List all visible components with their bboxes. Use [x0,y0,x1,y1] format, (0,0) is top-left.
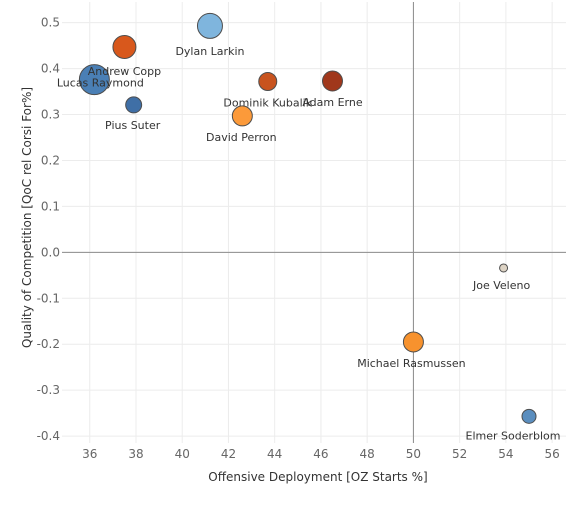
data-point [231,105,253,127]
point-label: Dylan Larkin [175,45,244,58]
y-tick-label: 0.4 [41,62,60,76]
x-tick-label: 50 [406,447,421,461]
data-point [521,408,537,424]
data-points [78,12,537,424]
y-axis-title: Quality of Competition [QoC rel Corsi Fo… [20,87,34,348]
point-label: Michael Rasmussen [357,357,465,370]
point-label: Andrew Copp [88,65,161,78]
x-tick-label: 56 [544,447,559,461]
y-tick-label: -0.1 [37,291,60,305]
y-tick-label: 0.3 [41,108,60,122]
x-tick-label: 38 [128,447,143,461]
x-tick-label: 48 [360,447,375,461]
data-point [78,64,110,96]
x-tick-label: 36 [82,447,97,461]
y-tick-label: -0.2 [37,337,60,351]
data-point [196,12,223,39]
point-label: Pius Suter [105,119,161,132]
data-point [112,35,137,60]
data-point [125,96,143,114]
x-tick-label: 52 [452,447,467,461]
y-tick-label: 0.0 [41,245,60,259]
point-label: Elmer Soderblom [466,429,561,442]
y-tick-label: 0.2 [41,153,60,167]
x-tick-label: 54 [498,447,513,461]
point-label: Adam Erne [302,96,363,109]
x-tick-label: 46 [313,447,328,461]
reference-lines [62,2,566,443]
y-tick-label: -0.4 [37,429,60,443]
x-tick-label: 40 [175,447,190,461]
point-label: Dominik Kubalik [223,96,312,109]
x-axis-title: Offensive Deployment [OZ Starts %] [208,470,427,484]
point-label: Joe Veleno [472,279,530,292]
data-point [321,70,343,92]
x-tick-label: 42 [221,447,236,461]
data-point [402,331,424,353]
y-tick-label: 0.1 [41,199,60,213]
data-point [258,71,278,91]
point-label: David Perron [206,131,277,144]
point-label: Lucas Raymond [57,77,144,90]
data-point [499,263,509,273]
axis-ticks: 36 38 40 42 44 46 48 50 52 54 56 0.5 0.4 0.3 0.2 0.1 0.0… [37,16,560,461]
y-tick-label: 0.5 [41,16,60,30]
y-tick-label: -0.3 [37,383,60,397]
x-tick-label: 44 [267,447,282,461]
